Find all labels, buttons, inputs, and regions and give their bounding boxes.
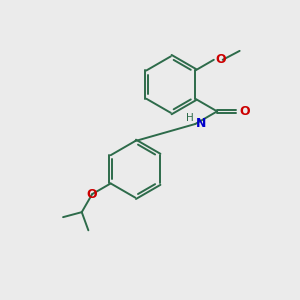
Text: O: O (87, 188, 98, 201)
Text: N: N (196, 118, 206, 130)
Text: O: O (215, 53, 226, 66)
Text: O: O (239, 105, 250, 118)
Text: H: H (186, 113, 194, 123)
